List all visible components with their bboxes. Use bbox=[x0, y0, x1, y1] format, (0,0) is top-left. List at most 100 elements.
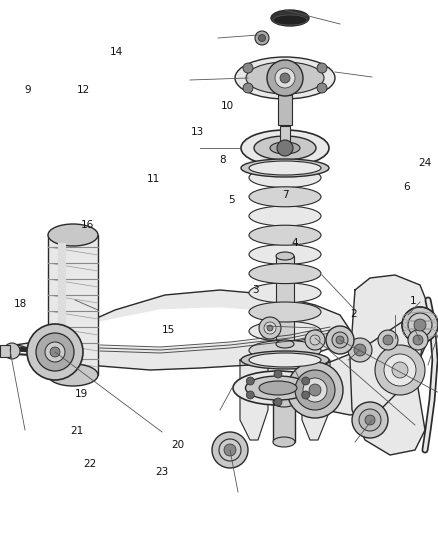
Ellipse shape bbox=[249, 283, 321, 303]
Ellipse shape bbox=[276, 252, 294, 260]
Circle shape bbox=[224, 444, 236, 456]
Text: 24: 24 bbox=[418, 158, 431, 167]
Circle shape bbox=[378, 330, 398, 350]
Bar bbox=[273, 402, 295, 442]
Circle shape bbox=[50, 347, 60, 357]
Ellipse shape bbox=[241, 130, 329, 166]
Circle shape bbox=[352, 402, 388, 438]
Text: 12: 12 bbox=[77, 85, 90, 94]
Circle shape bbox=[326, 326, 354, 354]
Ellipse shape bbox=[241, 351, 329, 369]
Text: 19: 19 bbox=[74, 390, 88, 399]
Circle shape bbox=[310, 335, 320, 345]
Ellipse shape bbox=[249, 321, 321, 341]
Text: 22: 22 bbox=[83, 459, 96, 469]
Ellipse shape bbox=[271, 10, 309, 26]
Text: 5: 5 bbox=[228, 195, 234, 205]
Ellipse shape bbox=[233, 371, 323, 405]
Text: 7: 7 bbox=[283, 190, 289, 199]
Text: 21: 21 bbox=[70, 426, 83, 435]
Polygon shape bbox=[302, 360, 330, 440]
Bar bbox=[278, 95, 292, 125]
Circle shape bbox=[383, 335, 393, 345]
Circle shape bbox=[295, 370, 335, 410]
Ellipse shape bbox=[259, 381, 297, 395]
Circle shape bbox=[317, 83, 327, 93]
Text: 16: 16 bbox=[81, 220, 94, 230]
Circle shape bbox=[408, 330, 428, 350]
Ellipse shape bbox=[48, 364, 98, 386]
Circle shape bbox=[302, 391, 310, 399]
Circle shape bbox=[384, 354, 416, 386]
Circle shape bbox=[212, 432, 248, 468]
Circle shape bbox=[274, 370, 282, 378]
Text: 20: 20 bbox=[171, 440, 184, 450]
Ellipse shape bbox=[273, 397, 295, 407]
Text: 9: 9 bbox=[24, 85, 31, 94]
Circle shape bbox=[259, 317, 281, 339]
Text: 1: 1 bbox=[410, 296, 416, 306]
Bar bbox=[0, 345, 10, 357]
Circle shape bbox=[413, 335, 423, 345]
Ellipse shape bbox=[270, 142, 300, 154]
Circle shape bbox=[36, 333, 74, 371]
Ellipse shape bbox=[249, 341, 321, 360]
Polygon shape bbox=[80, 308, 300, 347]
Circle shape bbox=[243, 83, 253, 93]
Circle shape bbox=[246, 377, 254, 385]
Circle shape bbox=[317, 63, 327, 73]
Text: 11: 11 bbox=[147, 174, 160, 183]
Ellipse shape bbox=[249, 245, 321, 264]
Circle shape bbox=[375, 345, 425, 395]
Polygon shape bbox=[300, 310, 425, 415]
Text: 6: 6 bbox=[403, 182, 410, 191]
Ellipse shape bbox=[249, 206, 321, 226]
Circle shape bbox=[305, 330, 325, 350]
Circle shape bbox=[246, 391, 254, 399]
Circle shape bbox=[336, 336, 344, 344]
Circle shape bbox=[414, 319, 426, 331]
Circle shape bbox=[267, 325, 273, 331]
Ellipse shape bbox=[273, 15, 307, 25]
Circle shape bbox=[392, 362, 408, 378]
Ellipse shape bbox=[254, 136, 316, 160]
Ellipse shape bbox=[249, 302, 321, 322]
Polygon shape bbox=[15, 290, 350, 370]
Circle shape bbox=[243, 63, 253, 73]
Circle shape bbox=[274, 398, 282, 406]
Circle shape bbox=[402, 307, 438, 343]
Text: 3: 3 bbox=[252, 286, 258, 295]
Circle shape bbox=[45, 342, 65, 362]
Circle shape bbox=[303, 378, 327, 402]
Text: 10: 10 bbox=[221, 101, 234, 110]
Ellipse shape bbox=[246, 376, 311, 400]
Ellipse shape bbox=[249, 353, 321, 367]
Bar bbox=[58, 243, 66, 367]
Circle shape bbox=[255, 31, 269, 45]
Circle shape bbox=[219, 439, 241, 461]
Ellipse shape bbox=[241, 159, 329, 177]
Circle shape bbox=[359, 409, 381, 431]
Ellipse shape bbox=[249, 225, 321, 245]
Ellipse shape bbox=[249, 264, 321, 284]
Text: 2: 2 bbox=[350, 310, 357, 319]
Text: 14: 14 bbox=[110, 47, 123, 57]
Circle shape bbox=[27, 324, 83, 380]
Circle shape bbox=[348, 338, 372, 362]
Circle shape bbox=[287, 362, 343, 418]
Polygon shape bbox=[350, 275, 430, 455]
Text: 4: 4 bbox=[291, 238, 298, 247]
Text: 8: 8 bbox=[219, 155, 226, 165]
Ellipse shape bbox=[249, 167, 321, 188]
Circle shape bbox=[365, 415, 375, 425]
Circle shape bbox=[302, 377, 310, 385]
Ellipse shape bbox=[246, 62, 324, 94]
Circle shape bbox=[332, 332, 348, 348]
Ellipse shape bbox=[276, 340, 294, 348]
Circle shape bbox=[277, 140, 293, 156]
Text: 23: 23 bbox=[155, 467, 169, 477]
Polygon shape bbox=[240, 360, 268, 440]
Text: 18: 18 bbox=[14, 299, 27, 309]
Ellipse shape bbox=[249, 161, 321, 175]
Circle shape bbox=[408, 313, 432, 337]
